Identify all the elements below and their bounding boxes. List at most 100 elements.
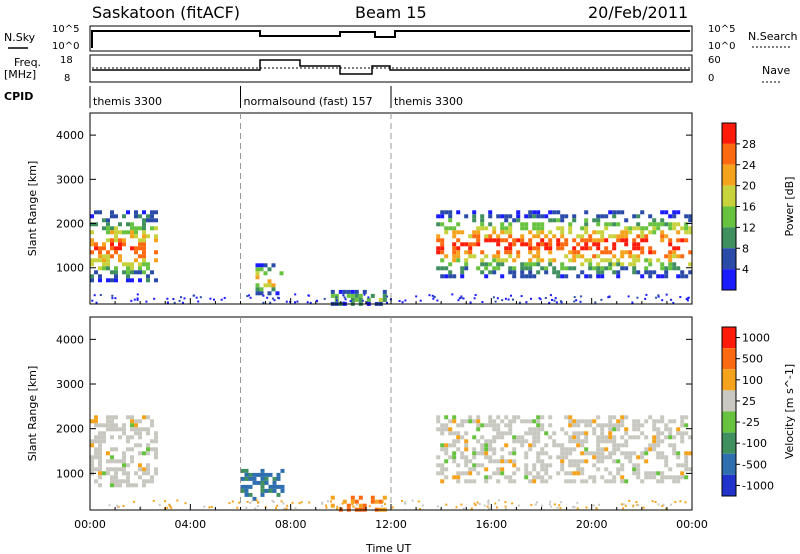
echo-speck bbox=[504, 501, 507, 504]
echo-cell bbox=[272, 484, 277, 489]
echo-cell bbox=[492, 435, 497, 440]
echo-cell bbox=[114, 230, 118, 235]
echo-cell bbox=[436, 419, 441, 424]
echo-cell bbox=[452, 415, 457, 420]
echo-cell bbox=[138, 435, 142, 440]
echo-cell bbox=[130, 435, 134, 440]
echo-cell bbox=[644, 226, 649, 231]
freq-trace bbox=[92, 59, 690, 75]
echo-cell bbox=[154, 234, 158, 239]
echo-cell bbox=[596, 218, 601, 223]
echo-cell bbox=[134, 210, 138, 215]
echo-cell bbox=[600, 435, 605, 440]
echo-cell bbox=[354, 289, 359, 294]
echo-cell bbox=[452, 443, 457, 448]
echo-speck bbox=[365, 301, 368, 304]
echo-cell bbox=[576, 254, 581, 259]
echo-speck bbox=[686, 297, 689, 300]
echo-cell bbox=[520, 274, 525, 279]
x-tick-label: 12:00 bbox=[375, 518, 407, 531]
echo-cell bbox=[664, 455, 669, 460]
right-tick-top-1: 10^5 bbox=[708, 24, 735, 35]
echo-cell bbox=[504, 431, 509, 436]
echo-cell bbox=[146, 262, 150, 267]
echo-cell bbox=[616, 270, 621, 275]
echo-cell bbox=[676, 431, 681, 436]
echo-cell bbox=[536, 427, 541, 432]
echo-cell bbox=[106, 222, 110, 227]
echo-speck bbox=[170, 506, 173, 509]
echo-cell bbox=[122, 270, 126, 275]
echo-cell bbox=[106, 467, 110, 472]
echo-cell bbox=[504, 226, 509, 231]
echo-speck bbox=[504, 297, 507, 300]
echo-cell bbox=[520, 419, 525, 424]
echo-cell bbox=[604, 266, 609, 271]
echo-speck bbox=[286, 504, 289, 507]
echo-cell bbox=[492, 258, 497, 263]
echo-cell bbox=[248, 492, 253, 497]
echo-speck bbox=[335, 507, 338, 510]
left-tick-top-2: 10^0 bbox=[52, 41, 79, 52]
echo-cell bbox=[154, 471, 158, 476]
echo-cell bbox=[632, 471, 637, 476]
echo-cell bbox=[118, 479, 122, 484]
echo-cell bbox=[680, 274, 685, 279]
echo-cell bbox=[624, 226, 629, 231]
echo-cell bbox=[382, 289, 387, 294]
echo-cell bbox=[154, 258, 158, 263]
echo-cell bbox=[580, 479, 585, 484]
echo-cell bbox=[102, 218, 106, 223]
echo-cell bbox=[648, 250, 653, 255]
echo-cell bbox=[592, 427, 597, 432]
echo-cell bbox=[244, 488, 249, 493]
echo-cell bbox=[276, 472, 281, 477]
echo-cell bbox=[452, 250, 457, 255]
echo-cell bbox=[672, 226, 677, 231]
echo-cell bbox=[496, 431, 501, 436]
echo-cell bbox=[616, 258, 621, 263]
echo-cell bbox=[572, 238, 577, 243]
echo-cell bbox=[508, 479, 513, 484]
echo-cell bbox=[358, 503, 363, 508]
echo-cell bbox=[114, 270, 118, 275]
echo-cell bbox=[572, 431, 577, 436]
echo-cell bbox=[580, 238, 585, 243]
echo-cell bbox=[568, 423, 573, 428]
echo-cell bbox=[560, 262, 565, 267]
echo-cell bbox=[528, 274, 533, 279]
echo-speck bbox=[483, 504, 486, 507]
echo-cell bbox=[263, 271, 268, 276]
echo-cell bbox=[632, 246, 637, 251]
echo-cell bbox=[548, 463, 553, 468]
echo-cell bbox=[280, 468, 285, 473]
echo-cell bbox=[620, 435, 625, 440]
echo-cell bbox=[456, 439, 461, 444]
colorbar-tick-label: 4 bbox=[742, 263, 749, 276]
echo-cell bbox=[600, 258, 605, 263]
echo-cell bbox=[552, 270, 557, 275]
echo-cell bbox=[496, 435, 501, 440]
colorbar-swatch bbox=[722, 164, 736, 186]
echo-cell bbox=[440, 463, 445, 468]
echo-cell bbox=[560, 427, 565, 432]
echo-cell bbox=[448, 226, 453, 231]
echo-cell bbox=[154, 467, 158, 472]
echo-cell bbox=[512, 435, 517, 440]
y-tick-label: 4000 bbox=[56, 333, 84, 346]
echo-cell bbox=[452, 431, 457, 436]
echo-cell bbox=[98, 423, 102, 428]
echo-cell bbox=[154, 447, 158, 452]
echo-cell bbox=[460, 242, 465, 247]
echo-cell bbox=[560, 467, 565, 472]
echo-cell bbox=[90, 250, 94, 255]
echo-cell bbox=[130, 415, 134, 420]
echo-cell bbox=[106, 230, 110, 235]
echo-cell bbox=[252, 476, 257, 481]
echo-speck bbox=[330, 500, 332, 503]
echo-cell bbox=[110, 415, 114, 420]
echo-cell bbox=[508, 230, 513, 235]
echo-cell bbox=[660, 222, 665, 227]
echo-speck bbox=[494, 300, 497, 303]
echo-cell bbox=[684, 463, 689, 468]
